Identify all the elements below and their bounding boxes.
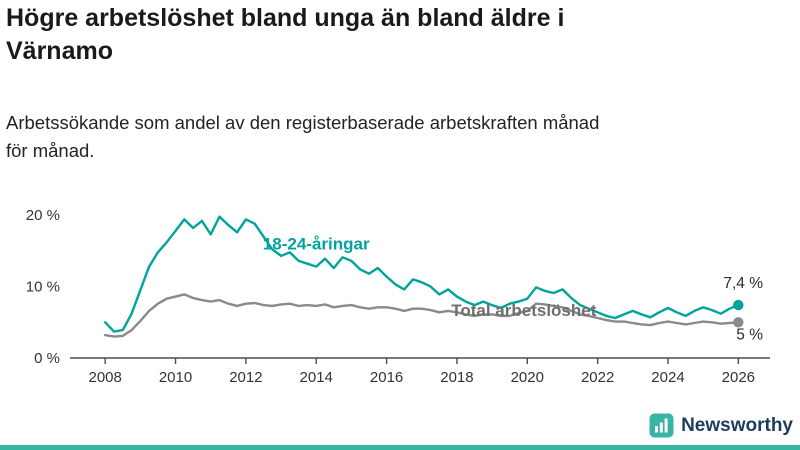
unemployment-line-chart: 2008 2010 2012 2014 2016 2018 2020 2022 2024 2026…	[26, 207, 770, 386]
series-label-1: Total arbetslöshet	[451, 301, 596, 320]
x-tick-label: 2018	[440, 369, 473, 386]
logo-bar-medium	[659, 422, 663, 433]
subtitle-line-1: Arbetssökande som andel av den registerb…	[6, 112, 600, 133]
logo-bar-short	[655, 426, 659, 433]
x-tick-label: 2014	[300, 369, 333, 386]
page-title: Högre arbetslöshet bland unga än bland ä…	[6, 2, 766, 68]
x-tick-label: 2020	[511, 369, 544, 386]
series-end-dot-0	[733, 299, 744, 311]
title-line-2: Värnamo	[6, 37, 113, 65]
brand-footer: Newsworthy	[649, 413, 793, 438]
y-tick-label: 0 %	[34, 350, 60, 367]
y-tick-label: 10 %	[26, 279, 60, 296]
x-tick-label: 2016	[370, 369, 403, 386]
series-end-label-1: 5 %	[736, 326, 763, 343]
series-label-0: 18-24-åringar	[263, 234, 370, 253]
series-line-0	[103, 215, 740, 333]
x-tick-label: 2008	[88, 369, 121, 386]
x-tick-label: 2022	[581, 369, 614, 386]
newsworthy-logo-icon	[649, 413, 674, 438]
subtitle-line-2: för månad.	[6, 139, 95, 161]
x-tick-label: 2026	[722, 369, 755, 386]
page-subtitle: Arbetssökande som andel av den registerb…	[6, 109, 796, 165]
series-end-dot-1	[733, 317, 744, 328]
brand-name: Newsworthy	[681, 414, 793, 436]
title-line-1: Högre arbetslöshet bland unga än bland ä…	[6, 4, 565, 32]
series-end-label-0: 7,4 %	[723, 275, 763, 292]
bottom-accent-bar	[0, 445, 800, 450]
logo-bar-tall	[664, 418, 668, 433]
series-line-1	[103, 293, 740, 338]
y-tick-label: 20 %	[26, 207, 60, 224]
x-tick-label: 2024	[651, 369, 684, 386]
x-tick-label: 2010	[159, 369, 192, 386]
x-tick-label: 2012	[229, 369, 262, 386]
